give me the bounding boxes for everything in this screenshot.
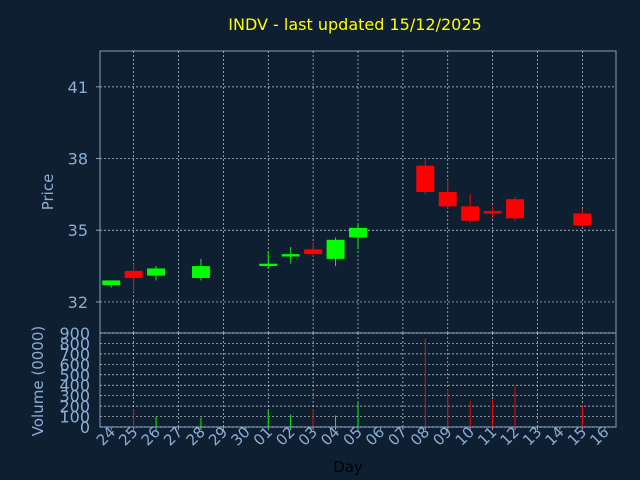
volume-tick-label: 700	[59, 345, 90, 364]
chart-title: INDV - last updated 15/12/2025	[228, 15, 481, 34]
candle-body	[304, 249, 323, 255]
x-tick-labels: 2425262728293001020304050607080910111213…	[93, 423, 613, 449]
volume-tick-label: 500	[59, 366, 90, 385]
candle-body	[506, 199, 525, 219]
candle-body	[438, 192, 457, 207]
price-tick-label: 38	[68, 150, 88, 169]
volume-tick-label: 400	[59, 376, 90, 395]
price-panel: 32 35 38 41	[68, 50, 617, 334]
volume-tick-label: 200	[59, 397, 90, 416]
volume-tick-label: 800	[59, 334, 90, 353]
volume-tick-label: 600	[59, 355, 90, 374]
volume-tick-label: 300	[59, 387, 90, 406]
candle-body	[461, 206, 480, 221]
x-axis-label: Day	[333, 458, 363, 476]
candle-body	[349, 227, 367, 238]
candle-body	[124, 270, 143, 279]
candle-body	[147, 268, 166, 276]
candle-body	[483, 211, 502, 214]
volume-tick-label: 900	[59, 324, 90, 343]
price-axis-label: Price	[39, 174, 57, 211]
candle-body	[326, 239, 345, 259]
candle-body	[102, 280, 121, 286]
price-tick-label: 32	[68, 293, 88, 312]
candle-body	[191, 266, 210, 279]
candle-body	[573, 213, 592, 226]
price-tick-label: 35	[68, 221, 88, 240]
candle-body	[281, 254, 300, 257]
volume-axis-label: Volume (0000)	[29, 326, 47, 436]
candle-body	[416, 165, 435, 192]
volume-tick-label: 0	[80, 418, 90, 437]
candle-body	[259, 263, 278, 267]
price-tick-label: 41	[68, 78, 88, 97]
volume-tick-label: 100	[59, 408, 90, 427]
